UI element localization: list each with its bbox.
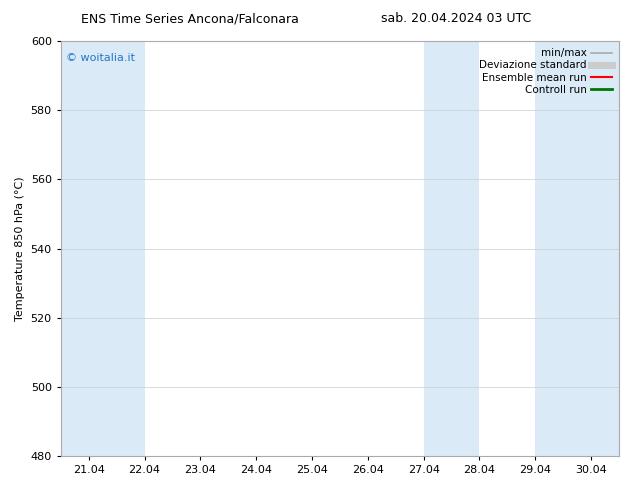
Bar (535, 41, 563, 456)
Y-axis label: Temperature 850 hPa (°C): Temperature 850 hPa (°C) (15, 176, 25, 321)
Bar (117, 41, 145, 456)
Bar (61, 41, 117, 456)
Legend: min/max, Deviazione standard, Ensemble mean run, Controll run: min/max, Deviazione standard, Ensemble m… (477, 46, 614, 97)
Bar (563, 41, 619, 456)
Bar (424, 41, 451, 456)
Bar (451, 41, 479, 456)
Text: © woitalia.it: © woitalia.it (67, 53, 136, 64)
Text: ENS Time Series Ancona/Falconara: ENS Time Series Ancona/Falconara (81, 12, 299, 25)
Text: sab. 20.04.2024 03 UTC: sab. 20.04.2024 03 UTC (382, 12, 531, 25)
